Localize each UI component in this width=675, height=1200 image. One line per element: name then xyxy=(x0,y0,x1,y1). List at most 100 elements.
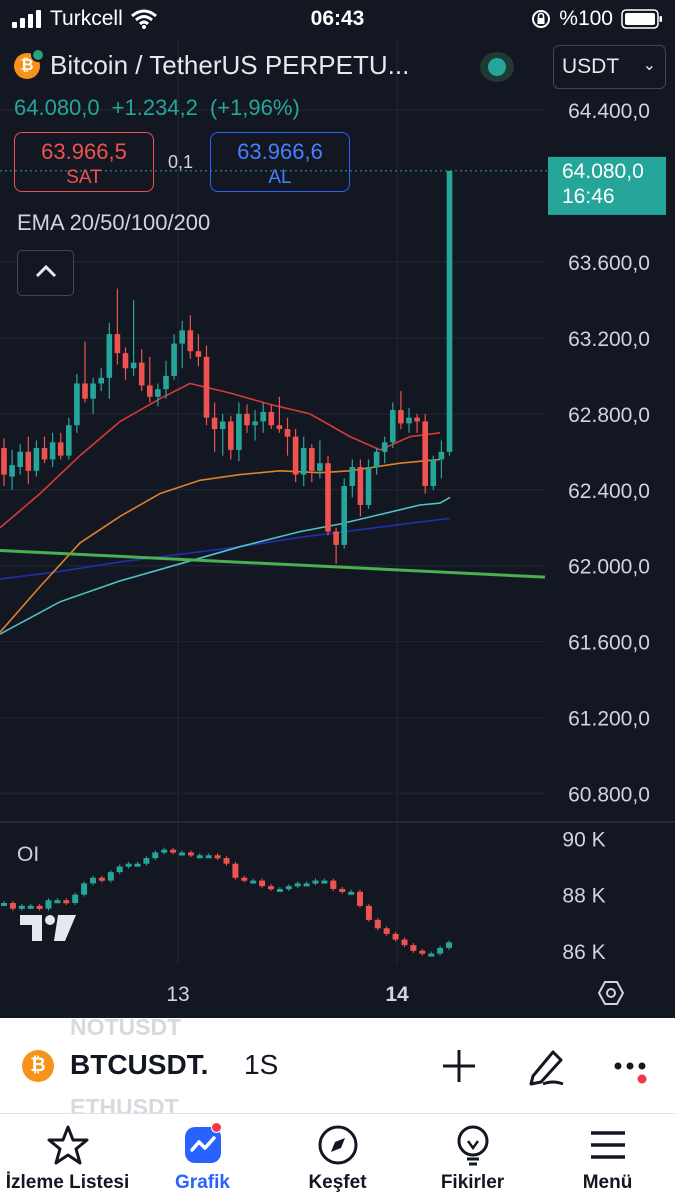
hamburger-menu-icon xyxy=(590,1131,625,1159)
previous-symbol[interactable]: NOTUSDT xyxy=(70,1018,182,1040)
buy-label: AL xyxy=(268,167,292,188)
symbol-title[interactable]: Bitcoin / TetherUS PERPETU... xyxy=(50,50,410,80)
candle xyxy=(138,349,145,392)
time-axis-bg xyxy=(0,965,675,1018)
collapse-indicators-button[interactable] xyxy=(17,250,74,296)
candle xyxy=(236,402,242,462)
symbol-toolbar: NOTUSDT ETHUSDT ₿ BTCUSDT. 1S xyxy=(0,1018,675,1113)
buy-button[interactable]: 63.966,6 AL xyxy=(210,132,350,192)
candle-body xyxy=(114,334,121,354)
clock: 06:43 xyxy=(310,7,365,30)
oi-bar xyxy=(161,849,168,853)
candle xyxy=(74,374,80,433)
tab-explore[interactable]: Keşfet xyxy=(270,1124,405,1194)
candle-body xyxy=(203,356,210,418)
candle-body xyxy=(244,413,250,426)
more-options-button[interactable] xyxy=(608,1044,652,1088)
candle xyxy=(317,440,323,479)
indicator-label[interactable]: EMA 20/50/100/200 xyxy=(17,210,211,235)
candle-body xyxy=(82,383,88,399)
candle xyxy=(292,429,299,483)
oi-bar xyxy=(303,883,310,887)
battery-icon xyxy=(621,9,662,29)
oi-bar xyxy=(125,863,132,867)
price-chart[interactable]: 64.400,0 63.600,0 63.200,0 62.800,0 62.400,0… xyxy=(0,0,675,1018)
candle-body xyxy=(381,442,388,452)
oi-bar xyxy=(63,900,70,904)
price-tick-label: 63.200,0 xyxy=(568,328,650,351)
oi-bar xyxy=(383,928,390,934)
candle-body xyxy=(106,334,113,378)
spread-value: 0,1 xyxy=(168,152,194,172)
oi-bar xyxy=(18,905,25,909)
candle-body xyxy=(74,383,80,426)
oi-bar xyxy=(241,877,248,881)
oi-bar xyxy=(401,939,408,946)
orientation-lock-icon xyxy=(532,10,551,28)
symbol-button[interactable]: BTCUSDT. xyxy=(70,1049,209,1080)
candle xyxy=(446,170,453,456)
tether-icon xyxy=(31,47,45,62)
tab-menu[interactable]: Menü xyxy=(540,1124,675,1194)
candle-body xyxy=(349,467,356,486)
candle xyxy=(430,455,437,490)
candle xyxy=(422,413,428,494)
oi-bar xyxy=(214,855,221,859)
candle xyxy=(66,417,72,460)
next-symbol[interactable]: ETHUSDT xyxy=(70,1094,179,1113)
candle xyxy=(195,334,202,367)
oi-bar xyxy=(330,880,337,889)
tab-label: Grafik xyxy=(175,1172,230,1193)
candle-body xyxy=(284,429,291,437)
candle-body xyxy=(438,451,445,460)
interval-button[interactable]: 1S xyxy=(244,1049,279,1080)
lightbulb-icon xyxy=(457,1125,488,1166)
tab-watchlist[interactable]: İzleme Listesi xyxy=(0,1124,135,1194)
candle-body xyxy=(17,451,23,468)
candle-body xyxy=(1,448,7,475)
candle xyxy=(163,360,169,399)
price-tick-label: 61.600,0 xyxy=(568,632,650,655)
oi-bar xyxy=(365,905,372,920)
sell-button[interactable]: 63.966,5 SAT xyxy=(14,132,154,192)
candle xyxy=(252,410,258,441)
candle xyxy=(130,299,137,376)
oi-bar xyxy=(294,883,301,887)
candle-body xyxy=(414,417,420,422)
candle xyxy=(171,334,177,380)
candle-body xyxy=(390,410,396,443)
pen-icon xyxy=(529,1050,564,1086)
last-price-label-bg xyxy=(548,156,666,215)
drawing-tools-button[interactable] xyxy=(525,1044,569,1088)
candle-body xyxy=(292,436,299,475)
currency-select[interactable]: USDT ⌄ xyxy=(553,45,666,89)
tab-ideas[interactable]: Fikirler xyxy=(405,1124,540,1194)
price-tick-label: 61.200,0 xyxy=(568,708,650,731)
oi-bar xyxy=(179,852,185,856)
candle xyxy=(398,391,404,430)
candle-body xyxy=(446,170,453,452)
tab-chart[interactable]: Grafik xyxy=(135,1122,270,1194)
oi-indicator-label[interactable]: OI xyxy=(17,843,40,866)
last-price: 64.080,0 xyxy=(14,95,100,120)
oi-bar xyxy=(428,953,435,957)
hexagon-shape xyxy=(597,981,625,1005)
oi-bar xyxy=(45,900,52,909)
oi-bar xyxy=(116,866,123,873)
candle-body xyxy=(171,343,177,376)
oi-bar xyxy=(357,891,363,906)
oi-bar xyxy=(268,886,274,890)
notification-badge xyxy=(211,1122,222,1133)
countdown-label: 16:46 xyxy=(562,185,615,208)
oi-bar xyxy=(446,942,452,948)
candle xyxy=(203,345,210,426)
candle-body xyxy=(138,362,145,386)
candle xyxy=(9,449,15,490)
ema100-line xyxy=(0,496,451,635)
chart-settings-icon[interactable] xyxy=(597,981,625,1005)
oi-bar xyxy=(321,880,328,884)
add-button[interactable] xyxy=(437,1044,481,1088)
symbol-header[interactable]: ₿ Bitcoin / TetherUS PERPETU... xyxy=(14,47,410,81)
price-change: +1.234,2 xyxy=(111,95,198,120)
candle-body xyxy=(155,389,161,397)
